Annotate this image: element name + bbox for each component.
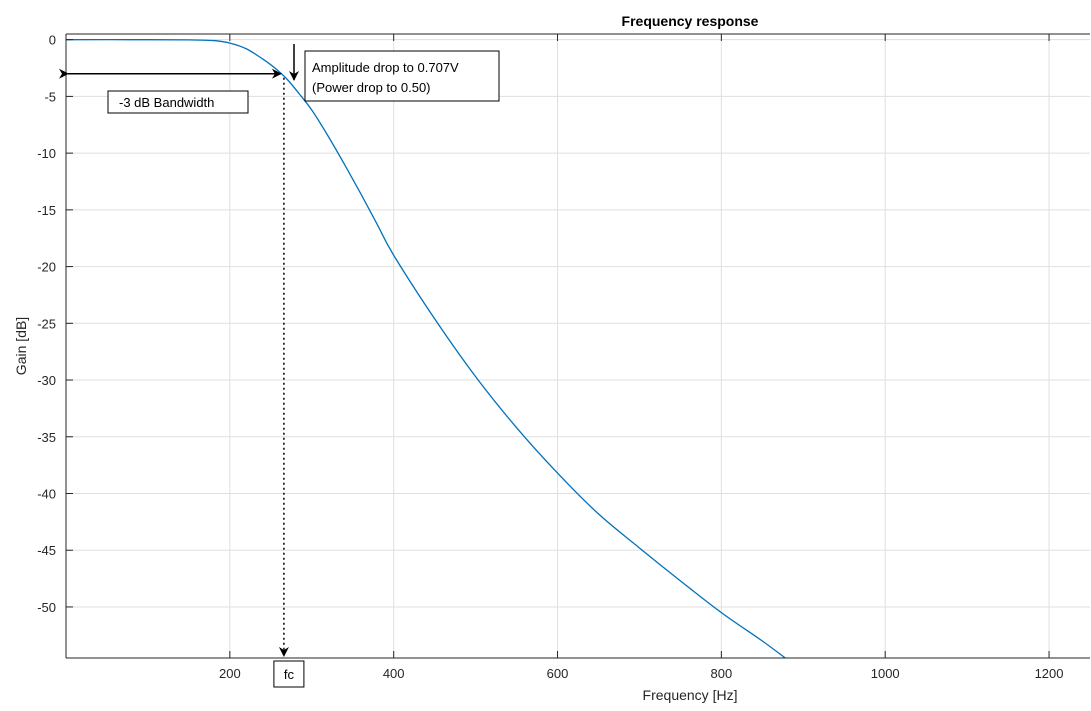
y-gridlines xyxy=(66,39,1090,608)
x-axis-title: Frequency [Hz] xyxy=(643,687,738,703)
y-axis-title: Gain [dB] xyxy=(13,317,29,375)
y-axis-ticks: 0 -5 -10 -15 -20 -25 -30 -35 -40 -45 -50 xyxy=(37,33,73,615)
x-tick-label: 400 xyxy=(383,666,405,681)
y-tick-label: 0 xyxy=(49,33,56,48)
y-tick-label: -25 xyxy=(37,316,56,331)
y-tick-label: -30 xyxy=(37,373,56,388)
fc-label: fc xyxy=(284,667,295,682)
x-tick-label: 600 xyxy=(547,666,569,681)
y-tick-label: -50 xyxy=(37,600,56,615)
y-tick-label: -35 xyxy=(37,430,56,445)
bandwidth-label-box xyxy=(107,90,249,114)
y-tick-label: -10 xyxy=(37,146,56,161)
y-tick-label: -15 xyxy=(37,203,56,218)
y-tick-label: -45 xyxy=(37,543,56,558)
x-tick-label: 1200 xyxy=(1035,666,1064,681)
y-tick-label: -5 xyxy=(44,89,56,104)
x-tick-label: 800 xyxy=(711,666,733,681)
plot-area-background xyxy=(66,34,1090,658)
y-tick-label: -40 xyxy=(37,486,56,501)
x-axis-ticks: 200 400 600 800 1000 1200 xyxy=(219,34,1064,681)
x-tick-label: 200 xyxy=(219,666,241,681)
fc-label-box xyxy=(273,660,305,688)
amplitude-label-line2: (Power drop to 0.50) xyxy=(312,80,431,95)
x-tick-label: 1000 xyxy=(871,666,900,681)
amplitude-label-box xyxy=(304,50,500,102)
x-gridlines xyxy=(229,34,1050,658)
y-tick-label: -20 xyxy=(37,260,56,275)
chart-title: Frequency response xyxy=(622,13,759,29)
bandwidth-label: -3 dB Bandwidth xyxy=(119,95,214,110)
gain-series-line xyxy=(65,39,786,659)
amplitude-label-line1: Amplitude drop to 0.707V xyxy=(312,60,459,75)
